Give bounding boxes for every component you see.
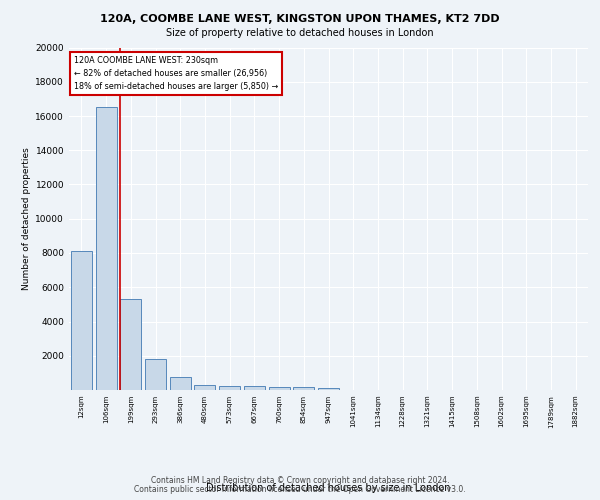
Bar	[269, 386, 290, 390]
Text: Contains HM Land Registry data © Crown copyright and database right 2024.: Contains HM Land Registry data © Crown c…	[151, 476, 449, 485]
Bar	[194, 384, 215, 390]
Text: Contains public sector information licensed under the Open Government Licence v3: Contains public sector information licen…	[134, 485, 466, 494]
X-axis label: Distribution of detached houses by size in London: Distribution of detached houses by size …	[206, 483, 451, 493]
Bar	[318, 388, 339, 390]
Text: Size of property relative to detached houses in London: Size of property relative to detached ho…	[166, 28, 434, 38]
Y-axis label: Number of detached properties: Number of detached properties	[22, 148, 31, 290]
Bar	[71, 252, 92, 390]
Bar	[145, 359, 166, 390]
Text: 120A COOMBE LANE WEST: 230sqm
← 82% of detached houses are smaller (26,956)
18% : 120A COOMBE LANE WEST: 230sqm ← 82% of d…	[74, 56, 278, 92]
Text: 120A, COOMBE LANE WEST, KINGSTON UPON THAMES, KT2 7DD: 120A, COOMBE LANE WEST, KINGSTON UPON TH…	[100, 14, 500, 24]
Bar	[244, 386, 265, 390]
Bar	[170, 377, 191, 390]
Bar	[95, 108, 116, 390]
Bar	[293, 387, 314, 390]
Bar	[120, 299, 141, 390]
Bar	[219, 386, 240, 390]
